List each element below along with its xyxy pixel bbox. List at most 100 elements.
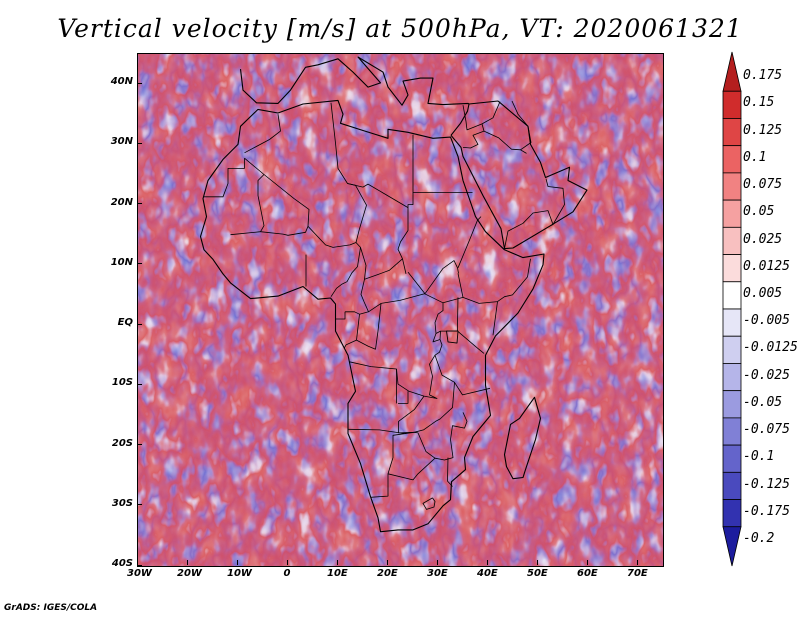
colorbar-level-label: 0.175 xyxy=(743,68,783,84)
lon-tick-label: 30E xyxy=(427,568,448,579)
lon-tick xyxy=(486,560,488,565)
colorbar-swatch xyxy=(722,281,742,310)
lon-tick-label: 60E xyxy=(577,568,598,579)
country-border xyxy=(345,311,360,315)
velocity-field xyxy=(138,54,663,566)
colorbar-swatch xyxy=(722,90,742,119)
colorbar-level-label: 0.005 xyxy=(743,286,783,302)
lat-tick xyxy=(137,323,142,325)
country-border xyxy=(457,216,482,268)
lat-tick xyxy=(137,383,142,385)
colorbar-swatch xyxy=(722,51,742,92)
colorbar-level-label: 0.15 xyxy=(743,95,775,111)
lon-tick-label: 10W xyxy=(227,568,252,579)
lon-tick xyxy=(536,560,538,565)
lon-tick xyxy=(186,560,188,565)
colorbar-swatch xyxy=(722,444,742,473)
lat-tick-label: 40S xyxy=(111,558,133,569)
map-plot-area xyxy=(137,53,664,567)
colorbar-scale xyxy=(722,51,742,567)
lon-tick xyxy=(586,560,588,565)
country-border xyxy=(397,207,409,274)
country-border xyxy=(432,331,441,343)
lat-tick xyxy=(137,263,142,265)
lat-tick-label: 20S xyxy=(111,437,133,449)
colorbar-swatch xyxy=(722,226,742,255)
country-border xyxy=(307,226,357,248)
colorbar-level-label: 0.075 xyxy=(743,177,783,193)
country-border xyxy=(447,457,453,487)
madagascar-coastline xyxy=(503,396,542,480)
colorbar-level-label: -0.0125 xyxy=(743,340,798,356)
colorbar-level-label: -0.025 xyxy=(743,367,790,383)
country-border xyxy=(483,130,527,154)
lat-tick xyxy=(137,203,142,205)
lon-tick xyxy=(136,560,138,565)
lon-tick-label: 0 xyxy=(283,568,291,579)
lon-tick-label: 50E xyxy=(527,568,548,579)
lon-tick-label: 10E xyxy=(327,568,348,579)
country-border xyxy=(457,258,531,304)
country-border xyxy=(398,391,409,404)
lon-tick xyxy=(386,560,388,565)
colorbar-level-label: -0.175 xyxy=(743,503,790,519)
colorbar-swatch xyxy=(722,145,742,174)
colorbar-swatch xyxy=(722,199,742,228)
country-border xyxy=(462,123,485,149)
vertical-velocity-map xyxy=(138,54,663,566)
country-border xyxy=(260,174,310,236)
country-border xyxy=(504,210,554,249)
colorbar-level-label: 0.025 xyxy=(743,231,783,247)
lat-tick-label: 20N xyxy=(110,196,133,208)
grads-credit: GrADS: IGES/COLA xyxy=(4,603,98,613)
colorbar-level-label: -0.075 xyxy=(743,422,790,438)
colorbar-level-label: -0.125 xyxy=(743,476,790,492)
colorbar-level-label: 0.125 xyxy=(743,122,783,138)
colorbar-swatch xyxy=(722,417,742,446)
lat-tick xyxy=(137,504,142,506)
country-boundaries xyxy=(199,56,588,533)
lon-tick-label: 20E xyxy=(377,568,398,579)
colorbar-level-label: 0.05 xyxy=(743,204,775,220)
lat-tick-label: EQ xyxy=(117,317,133,329)
colorbar-swatch xyxy=(722,254,742,283)
country-border xyxy=(545,178,565,227)
lat-tick-label: 10S xyxy=(111,377,133,389)
colorbar-swatch xyxy=(722,308,742,337)
lon-tick-label: 40E xyxy=(477,568,498,579)
lat-tick-label: 30N xyxy=(110,136,133,148)
country-border xyxy=(203,158,245,198)
lon-tick xyxy=(336,560,338,565)
lon-tick xyxy=(236,560,238,565)
colorbar-level-label: -0.2 xyxy=(743,531,775,547)
lon-tick-label: 20W xyxy=(177,568,202,579)
country-border xyxy=(244,114,281,154)
country-border xyxy=(398,382,455,434)
country-border xyxy=(413,431,436,459)
country-border xyxy=(492,301,498,336)
colorbar-swatch xyxy=(722,335,742,364)
country-border xyxy=(511,100,532,151)
lat-tick-label: 40N xyxy=(110,76,133,88)
country-border xyxy=(335,311,346,320)
lat-tick xyxy=(137,142,142,144)
colorbar-swatch xyxy=(722,499,742,528)
lon-tick-label: 30W xyxy=(127,568,152,579)
europe-coastline xyxy=(239,56,470,106)
colorbar-level-label: -0.1 xyxy=(743,449,775,465)
country-border xyxy=(347,428,415,498)
lat-tick xyxy=(137,564,142,566)
map-title: Vertical velocity [m/s] at 500hPa, VT: 2… xyxy=(57,14,743,43)
lat-tick xyxy=(137,82,142,84)
lat-tick-label: 30S xyxy=(111,497,133,509)
country-border xyxy=(387,412,468,481)
colorbar-swatch xyxy=(722,526,742,567)
country-border xyxy=(422,497,436,510)
colorbar-swatch xyxy=(722,172,742,201)
country-border xyxy=(407,260,459,295)
colorbar-swatch xyxy=(722,118,742,147)
lon-tick xyxy=(286,560,288,565)
lon-tick xyxy=(436,560,438,565)
colorbar-swatch xyxy=(722,363,742,392)
colorbar-level-label: -0.005 xyxy=(743,313,790,329)
